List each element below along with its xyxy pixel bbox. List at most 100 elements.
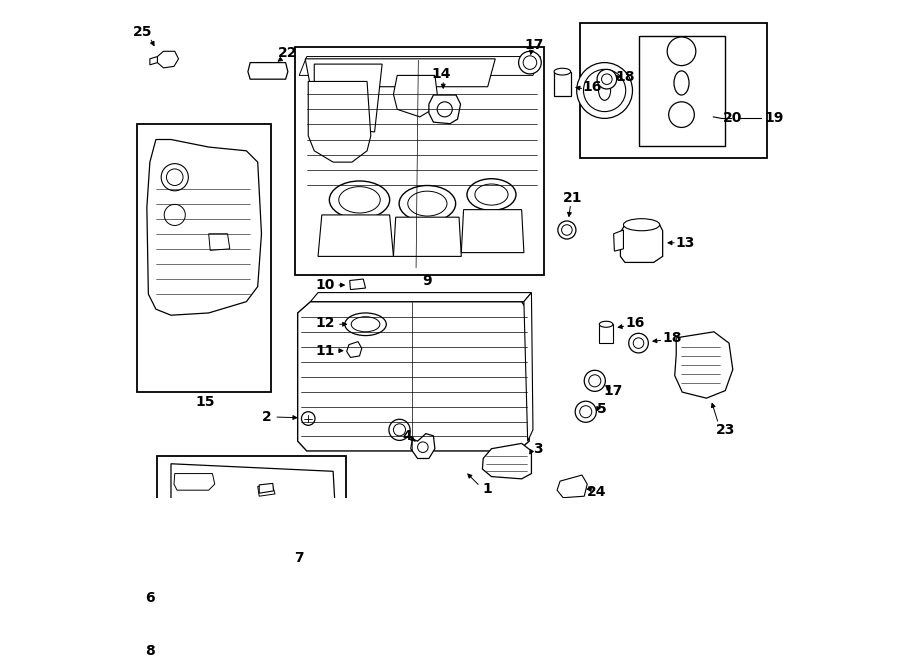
Bar <box>295 47 544 275</box>
Circle shape <box>562 225 572 235</box>
Text: 14: 14 <box>431 67 451 81</box>
Ellipse shape <box>475 184 508 205</box>
Circle shape <box>597 69 617 89</box>
Circle shape <box>248 504 266 522</box>
Polygon shape <box>298 301 529 451</box>
Text: 10: 10 <box>316 278 336 292</box>
Polygon shape <box>410 434 435 459</box>
Polygon shape <box>147 139 262 315</box>
Text: 24: 24 <box>588 485 607 498</box>
Polygon shape <box>524 293 533 441</box>
Text: 12: 12 <box>316 316 336 330</box>
Circle shape <box>629 333 648 353</box>
Circle shape <box>168 648 180 660</box>
Polygon shape <box>299 57 541 75</box>
Polygon shape <box>393 75 438 117</box>
Ellipse shape <box>674 71 689 95</box>
Circle shape <box>166 169 183 186</box>
Circle shape <box>584 370 606 391</box>
Circle shape <box>164 540 174 551</box>
Polygon shape <box>158 52 178 68</box>
Bar <box>580 22 768 159</box>
Polygon shape <box>482 444 531 479</box>
Polygon shape <box>259 483 274 493</box>
Text: 22: 22 <box>278 46 298 59</box>
Polygon shape <box>257 486 275 496</box>
Polygon shape <box>675 332 733 398</box>
Circle shape <box>164 204 185 225</box>
Text: 16: 16 <box>582 81 601 95</box>
Circle shape <box>389 419 410 440</box>
Polygon shape <box>266 558 280 567</box>
Circle shape <box>575 401 597 422</box>
Text: 20: 20 <box>723 110 742 125</box>
Text: 8: 8 <box>145 644 155 658</box>
Text: 19: 19 <box>765 110 784 125</box>
Polygon shape <box>346 342 362 358</box>
Polygon shape <box>248 63 288 79</box>
Circle shape <box>302 412 315 425</box>
Ellipse shape <box>624 219 660 231</box>
Text: 17: 17 <box>603 383 623 398</box>
Circle shape <box>580 406 592 418</box>
Ellipse shape <box>399 186 455 221</box>
Circle shape <box>669 102 694 128</box>
Text: 7: 7 <box>294 551 304 565</box>
Text: 3: 3 <box>534 442 543 455</box>
Ellipse shape <box>351 317 380 332</box>
Text: 15: 15 <box>195 395 215 409</box>
Polygon shape <box>620 225 662 262</box>
Ellipse shape <box>329 181 390 219</box>
Circle shape <box>418 442 428 453</box>
Text: 9: 9 <box>423 274 432 288</box>
Ellipse shape <box>338 186 380 213</box>
Circle shape <box>437 102 453 117</box>
Text: 23: 23 <box>716 423 735 437</box>
Text: 25: 25 <box>133 25 153 40</box>
Polygon shape <box>150 57 158 65</box>
Ellipse shape <box>345 313 386 336</box>
Circle shape <box>667 37 696 65</box>
Ellipse shape <box>467 178 516 210</box>
Bar <box>599 325 613 343</box>
Polygon shape <box>305 59 495 87</box>
Circle shape <box>161 164 188 191</box>
Circle shape <box>577 63 633 118</box>
Ellipse shape <box>598 81 610 100</box>
Ellipse shape <box>408 191 447 216</box>
Polygon shape <box>462 210 524 253</box>
Polygon shape <box>310 293 531 301</box>
Polygon shape <box>614 230 624 251</box>
Circle shape <box>393 424 406 436</box>
Polygon shape <box>174 473 215 490</box>
Text: 5: 5 <box>597 402 607 416</box>
Circle shape <box>558 221 576 239</box>
Circle shape <box>634 338 643 348</box>
Text: 18: 18 <box>616 70 634 84</box>
Circle shape <box>589 375 601 387</box>
Text: 13: 13 <box>676 236 695 250</box>
Polygon shape <box>171 464 337 551</box>
Polygon shape <box>350 279 365 290</box>
Text: 4: 4 <box>402 429 412 443</box>
Text: 6: 6 <box>145 591 155 605</box>
Bar <box>137 124 271 392</box>
Polygon shape <box>209 234 230 251</box>
Polygon shape <box>308 81 371 162</box>
Polygon shape <box>429 95 461 124</box>
Text: 11: 11 <box>316 344 336 358</box>
Bar <box>158 456 346 566</box>
Circle shape <box>583 69 626 112</box>
Circle shape <box>523 56 536 69</box>
Text: 1: 1 <box>482 482 492 496</box>
Circle shape <box>601 74 612 85</box>
Text: 2: 2 <box>262 410 272 424</box>
Text: 18: 18 <box>662 331 682 345</box>
Polygon shape <box>314 64 382 132</box>
Text: 17: 17 <box>525 38 544 52</box>
Polygon shape <box>393 217 462 256</box>
Bar <box>638 36 725 145</box>
Polygon shape <box>318 215 393 256</box>
Bar <box>554 71 571 96</box>
Text: 16: 16 <box>626 316 644 330</box>
